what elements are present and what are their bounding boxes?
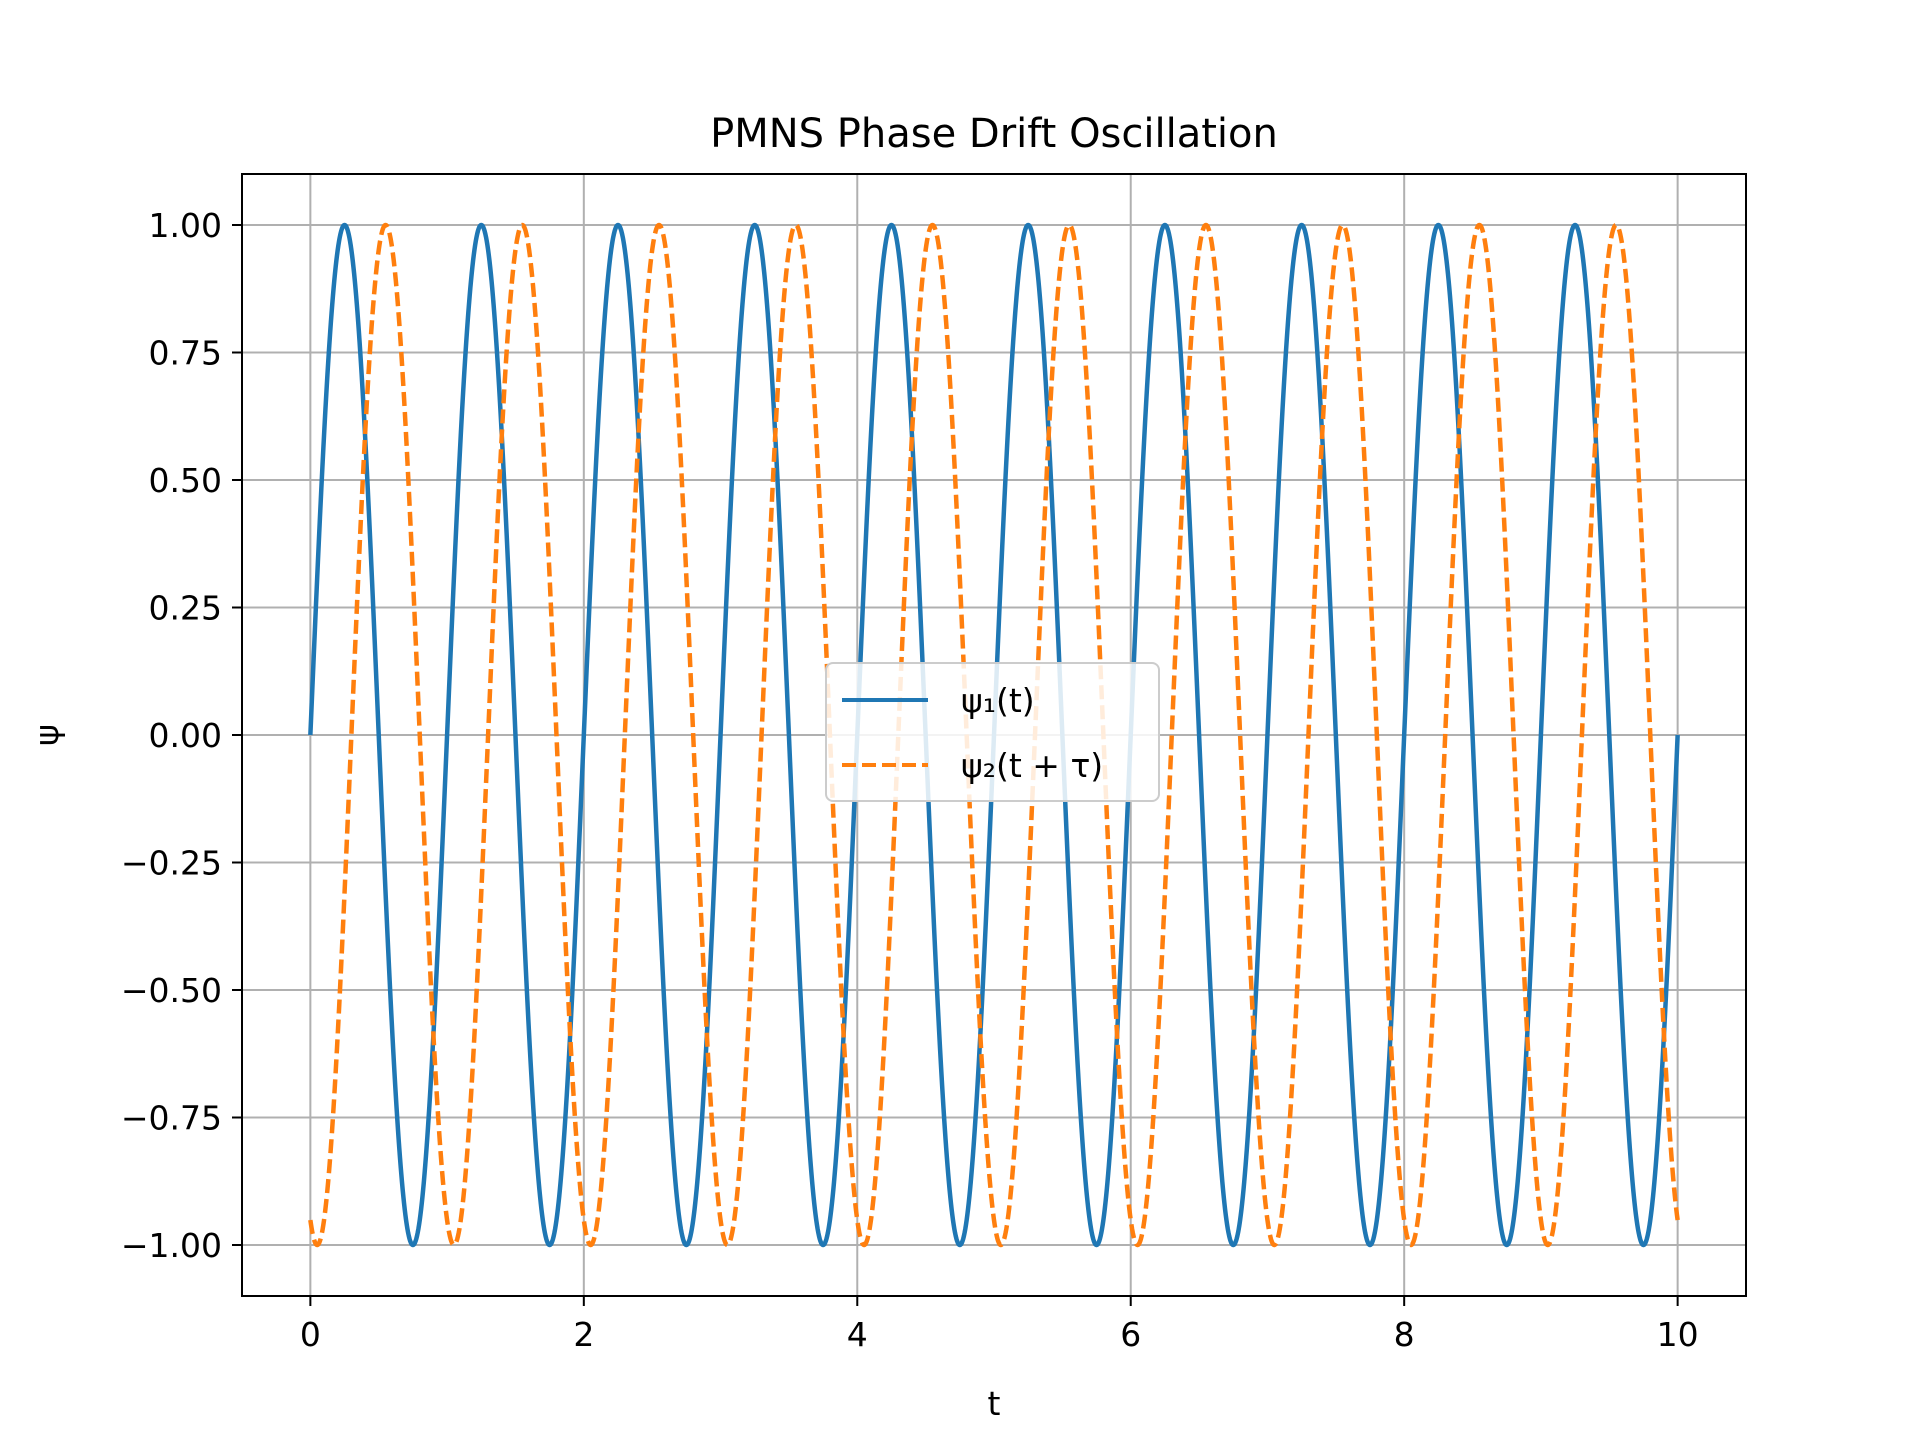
y-axis-label: ψ bbox=[27, 724, 66, 746]
y-tick-label: 0.25 bbox=[149, 589, 222, 628]
y-tick-label: −0.75 bbox=[121, 1099, 222, 1138]
y-tick-label: 1.00 bbox=[149, 206, 222, 245]
legend-label-series-2: ψ₂(t + τ) bbox=[961, 746, 1103, 785]
legend-label-series-1: ψ₁(t) bbox=[961, 681, 1035, 720]
series-line-2 bbox=[308, 222, 1680, 1248]
y-tick-label: −0.50 bbox=[121, 971, 222, 1010]
x-tick-label: 10 bbox=[1657, 1315, 1699, 1354]
x-axis: 0 2 4 6 8 10 bbox=[300, 1296, 1699, 1354]
y-tick-label: −1.00 bbox=[121, 1226, 222, 1265]
y-tick-label: 0.75 bbox=[149, 334, 222, 373]
y-tick-label: −0.25 bbox=[121, 844, 222, 883]
x-tick-label: 6 bbox=[1120, 1315, 1141, 1354]
y-axis: 1.00 0.75 0.50 0.25 0.00 −0.25 −0.50 −0.75 −1.00 bbox=[121, 206, 242, 1265]
y-tick-label: 0.00 bbox=[149, 716, 222, 755]
legend: ψ₁(t) ψ₂(t + τ) bbox=[825, 662, 1160, 802]
x-tick-label: 2 bbox=[573, 1315, 594, 1354]
y-tick-label: 0.50 bbox=[149, 461, 222, 500]
x-axis-label: t bbox=[988, 1384, 1001, 1423]
x-tick-label: 4 bbox=[847, 1315, 868, 1354]
x-tick-label: 0 bbox=[300, 1315, 321, 1354]
x-tick-label: 8 bbox=[1394, 1315, 1415, 1354]
chart-title: PMNS Phase Drift Oscillation bbox=[710, 111, 1278, 157]
